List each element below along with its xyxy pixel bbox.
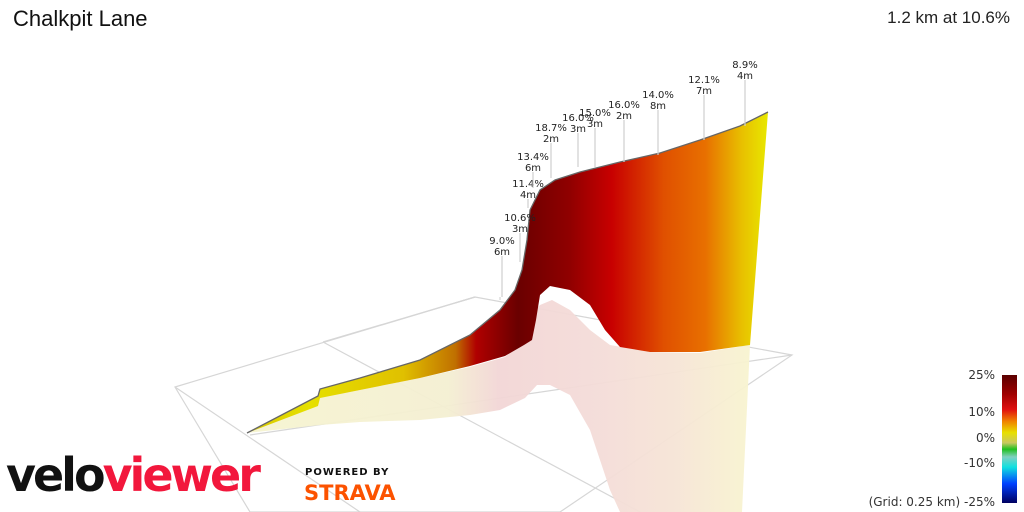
strava-logo[interactable]: STRAVA bbox=[304, 481, 396, 505]
annotation-grade: 14.0% bbox=[642, 90, 674, 101]
annotation-grade: 8.9% bbox=[732, 60, 757, 71]
gradient-annotation: 9.0%6m bbox=[489, 236, 515, 297]
legend-grid-note: (Grid: 0.25 km) -25% bbox=[869, 495, 995, 509]
annotation-grade: 18.7% bbox=[535, 123, 567, 134]
gradient-annotation: 16.0%2m bbox=[608, 100, 640, 162]
legend-label-minus10: -10% bbox=[964, 456, 995, 470]
gradient-annotation: 8.9%4m bbox=[732, 60, 758, 126]
profile-wall bbox=[247, 112, 768, 433]
logo-viewer: viewer bbox=[102, 448, 261, 502]
annotation-grade: 12.1% bbox=[688, 75, 720, 86]
annotation-length: 3m bbox=[587, 119, 603, 130]
annotation-grade: 15.0% bbox=[579, 108, 611, 119]
annotation-length: 3m bbox=[570, 124, 586, 135]
annotation-length: 4m bbox=[520, 190, 536, 201]
annotation-length: 2m bbox=[543, 134, 559, 145]
profile-reflection bbox=[247, 300, 750, 512]
profile-ridge bbox=[246, 111, 769, 434]
annotation-length: 6m bbox=[525, 163, 541, 174]
annotation-length: 8m bbox=[650, 101, 666, 112]
annotation-grade: 13.4% bbox=[517, 152, 549, 163]
gradient-annotation: 16.0%3m bbox=[562, 113, 594, 167]
segment-title: Chalkpit Lane bbox=[13, 6, 148, 31]
gradient-annotations: 9.0%6m10.6%3m11.4%4m13.4%6m18.7%2m16.0%3… bbox=[489, 60, 758, 297]
annotation-length: 3m bbox=[512, 224, 528, 235]
annotation-grade: 10.6% bbox=[504, 213, 536, 224]
annotation-grade: 9.0% bbox=[489, 236, 514, 247]
legend-label-10: 10% bbox=[968, 405, 995, 419]
gradient-annotation: 11.4%4m bbox=[512, 179, 544, 208]
annotation-length: 2m bbox=[616, 111, 632, 122]
gradient-annotation: 14.0%8m bbox=[642, 90, 674, 155]
gradient-annotation: 13.4%6m bbox=[517, 152, 549, 188]
segment-summary: 1.2 km at 10.6% bbox=[887, 8, 1010, 27]
powered-by-label: POWERED BY bbox=[305, 467, 390, 478]
gradient-annotation: 15.0%3m bbox=[579, 108, 611, 167]
gradient-legend-bar bbox=[1002, 375, 1017, 503]
veloviewer-logo[interactable]: veloviewer bbox=[6, 452, 261, 498]
gradient-annotation: 12.1%7m bbox=[688, 75, 720, 140]
annotation-length: 6m bbox=[494, 247, 510, 258]
legend-label-25: 25% bbox=[968, 368, 995, 382]
gradient-annotation: 18.7%2m bbox=[535, 123, 567, 178]
annotation-grade: 11.4% bbox=[512, 179, 544, 190]
annotation-length: 4m bbox=[737, 71, 753, 82]
legend-label-0: 0% bbox=[976, 431, 995, 445]
annotation-length: 7m bbox=[696, 86, 712, 97]
logo-velo: velo bbox=[6, 448, 106, 502]
annotation-grade: 16.0% bbox=[562, 113, 594, 124]
annotation-grade: 16.0% bbox=[608, 100, 640, 111]
gradient-annotation: 10.6%3m bbox=[504, 213, 536, 262]
